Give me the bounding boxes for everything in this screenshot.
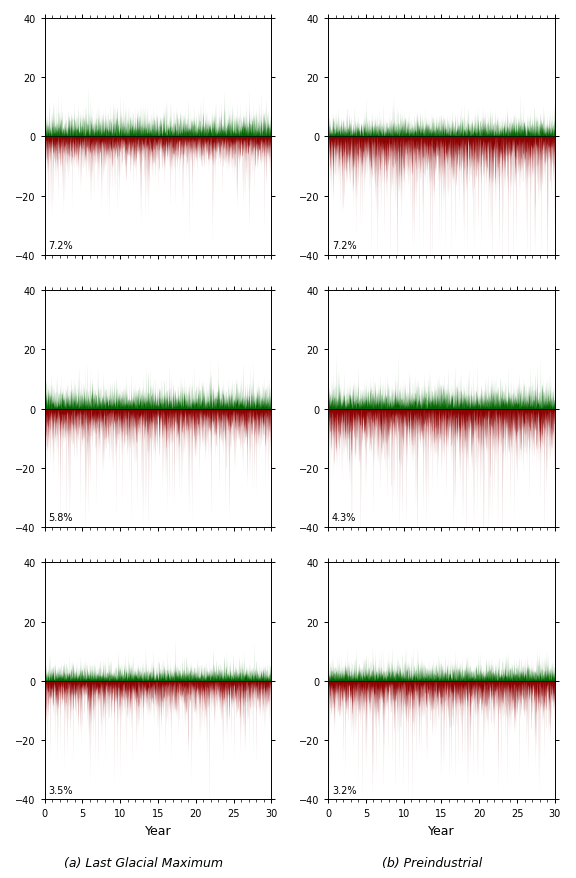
Text: (a) Last Glacial Maximum: (a) Last Glacial Maximum (65, 856, 223, 869)
Text: (b) Preindustrial: (b) Preindustrial (382, 856, 482, 869)
Text: 3.2%: 3.2% (332, 785, 357, 795)
Text: 5.8%: 5.8% (48, 513, 73, 523)
Text: 7.2%: 7.2% (332, 241, 357, 251)
X-axis label: Year: Year (428, 824, 455, 837)
Text: 3.5%: 3.5% (48, 785, 73, 795)
Text: 7.2%: 7.2% (48, 241, 73, 251)
X-axis label: Year: Year (145, 824, 171, 837)
Text: 4.3%: 4.3% (332, 513, 356, 523)
